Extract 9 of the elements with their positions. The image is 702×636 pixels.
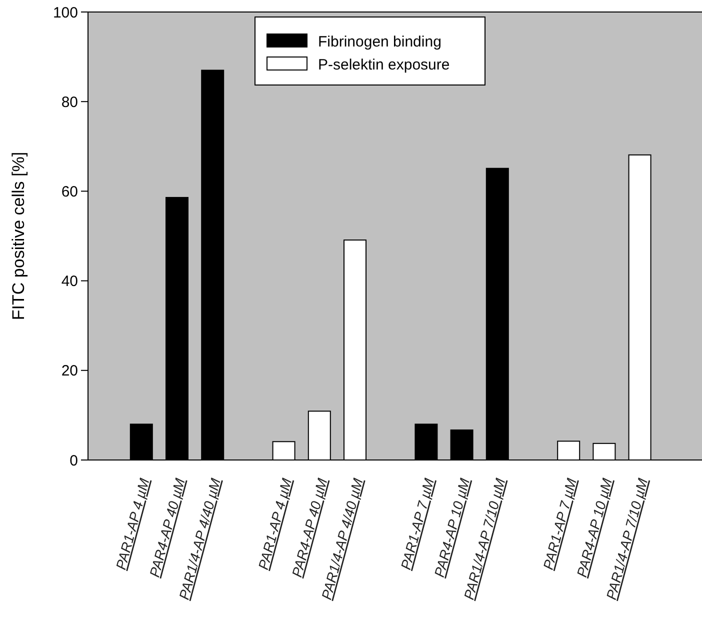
legend-label: P-selektin exposure (318, 56, 450, 74)
y-tick-label: 20 (61, 362, 78, 380)
y-tick-label: 0 (70, 452, 78, 470)
y-axis-title: FITC positive cells [%] (9, 152, 28, 320)
y-tick-label: 60 (61, 183, 78, 200)
legend-label: Fibrinogen binding (318, 33, 442, 50)
y-tick-label: 80 (61, 94, 78, 111)
y-tick-label: 100 (52, 4, 78, 22)
y-tick-label: 40 (61, 273, 78, 290)
